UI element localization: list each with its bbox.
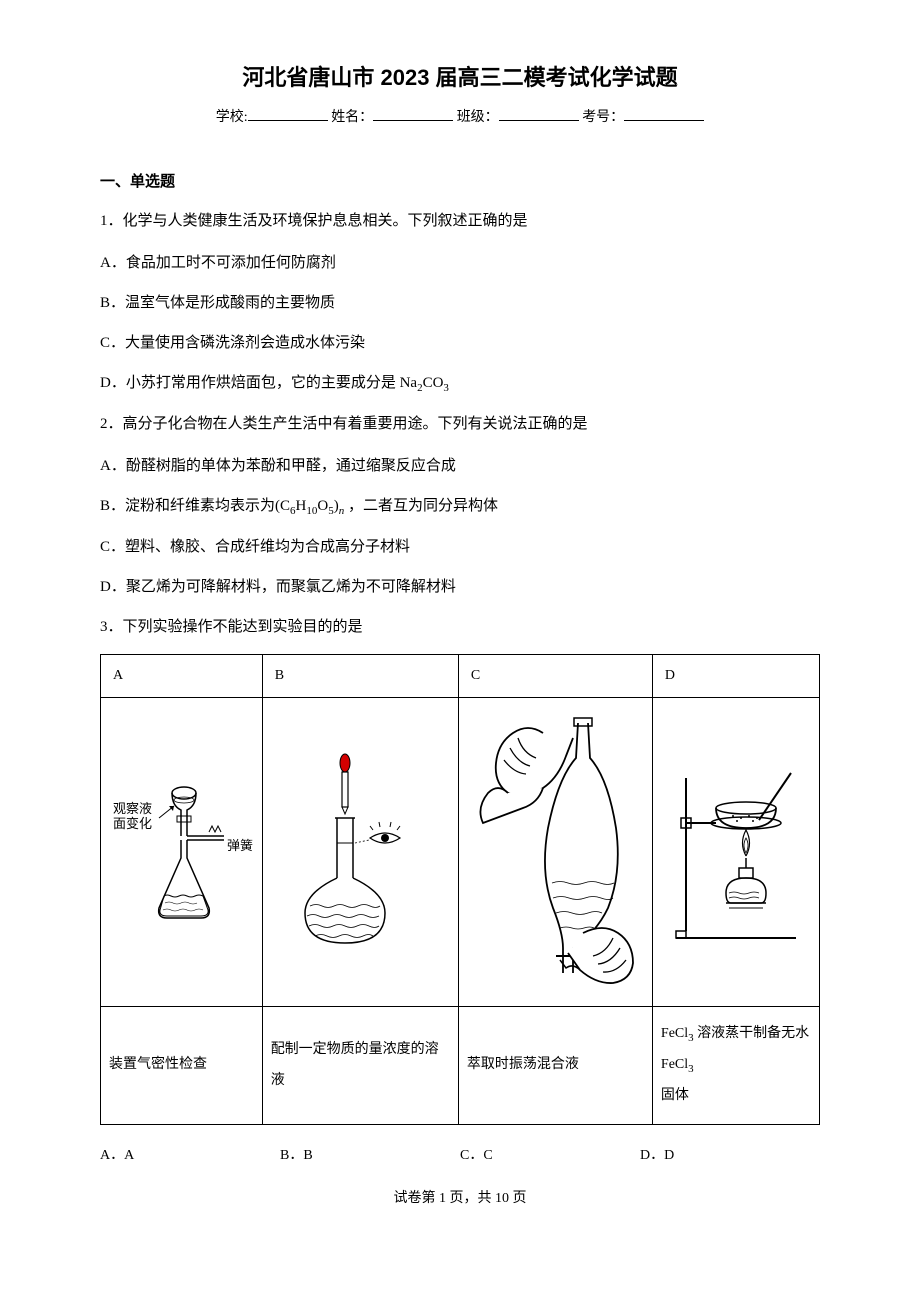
desc-d: FeCl3 溶液蒸干制备无水 FeCl3固体 [652,1007,819,1125]
q1d-sub2: 3 [443,382,449,394]
school-label: 学校: [216,110,248,125]
q2-opt-d: D．聚乙烯为可降解材料，而聚氯乙烯为不可降解材料 [100,572,820,602]
q1-stem: 1．化学与人类健康生活及环境保护息息相关。下列叙述正确的是 [100,206,820,236]
q2b-pre: B．淀粉和纤维素均表示为(C [100,498,290,514]
school-blank [248,107,328,121]
q1-opt-d: D．小苏打常用作烘焙面包，它的主要成分是 Na2CO3 [100,368,820,399]
table-desc-row: 装置气密性检查 配制一定物质的量浓度的溶液 萃取时振荡混合液 FeCl3 溶液蒸… [101,1007,820,1125]
exam-title: 河北省唐山市 2023 届高三二模考试化学试题 [100,60,820,95]
th-a: A [101,654,263,697]
q2-opt-b: B．淀粉和纤维素均表示为(C6H10O5)n ，二者互为同分异构体 [100,491,820,522]
ans-c: C．C [460,1145,640,1167]
examno-blank [624,107,704,121]
info-line: 学校: 姓名： 班级： 考号： [100,107,820,129]
th-d: D [652,654,819,697]
table-img-row: 观察液 面变化 弹簧 [101,697,820,1006]
q2b-m1: H [296,498,307,514]
apparatus-a-icon: 观察液 面变化 弹簧 [109,758,254,946]
dd-pp: FeCl [661,1026,688,1041]
q1-opt-c: C．大量使用含磷洗涤剂会造成水体污染 [100,328,820,358]
ans-b: B．B [280,1145,460,1167]
label-a3: 弹簧 [227,838,253,853]
q2b-post: ，二者互为同分异构体 [344,498,498,514]
img-cell-d [652,697,819,1006]
img-cell-c [458,697,652,1006]
desc-c: 萃取时振荡混合液 [458,1007,652,1125]
apparatus-b-icon [285,748,435,956]
label-a1: 观察液 [113,801,152,816]
ans-a: A．A [100,1145,280,1167]
desc-a: 装置气密性检查 [101,1007,263,1125]
examno-label: 考号： [582,110,624,125]
desc-b: 配制一定物质的量浓度的溶液 [262,1007,458,1125]
ans-d: D．D [640,1145,820,1167]
q3-table: A B C D 观察液 面变化 [100,654,820,1126]
dd-s2: 3 [688,1063,694,1075]
q3-stem: 3．下列实验操作不能达到实验目的的是 [100,612,820,642]
q2-opt-a: A．酚醛树脂的单体为苯酚和甲醛，通过缩聚反应合成 [100,451,820,481]
class-blank [499,107,579,121]
apparatus-d-icon [661,748,811,956]
q2-opt-c: C．塑料、橡胶、合成纤维均为合成高分子材料 [100,532,820,562]
q2b-s2: 10 [306,505,317,517]
dd-post: 固体 [661,1088,689,1103]
table-header-row: A B C D [101,654,820,697]
class-label: 班级： [457,110,499,125]
name-blank [373,107,453,121]
q2-stem: 2．高分子化合物在人类生产生活中有着重要用途。下列有关说法正确的是 [100,409,820,439]
section-header: 一、单选题 [100,170,820,194]
img-cell-a: 观察液 面变化 弹簧 [101,697,263,1006]
th-c: C [458,654,652,697]
q1d-mid: CO [423,375,444,391]
label-a2: 面变化 [113,816,152,831]
q2b-m2: O [317,498,328,514]
name-label: 姓名： [331,110,373,125]
q3-answer-options: A．A B．B C．C D．D [100,1145,820,1167]
img-cell-b [262,697,458,1006]
q1d-pre: D．小苏打常用作烘焙面包，它的主要成分是 Na [100,375,417,391]
th-b: B [262,654,458,697]
apparatus-c-icon [468,708,643,996]
page-footer: 试卷第 1 页，共 10 页 [100,1188,820,1210]
q1-opt-b: B．温室气体是形成酸雨的主要物质 [100,288,820,318]
q1-opt-a: A．食品加工时不可添加任何防腐剂 [100,248,820,278]
